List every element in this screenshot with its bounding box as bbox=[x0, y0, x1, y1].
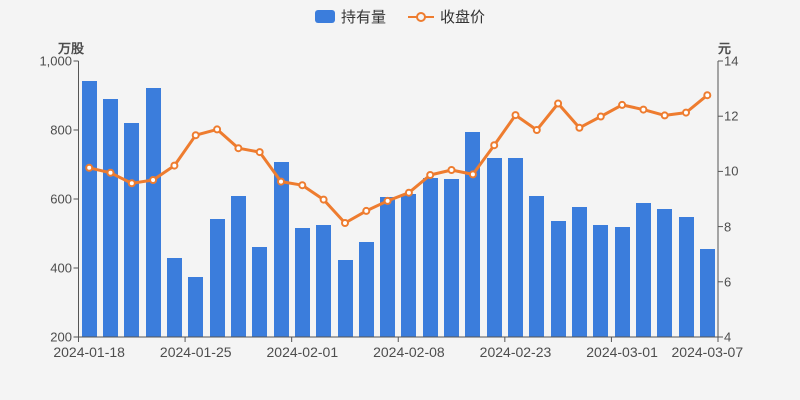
close-price-point[interactable] bbox=[85, 163, 94, 172]
close-price-point[interactable] bbox=[383, 196, 392, 205]
holdings-bar[interactable] bbox=[657, 209, 673, 337]
holdings-bar[interactable] bbox=[188, 277, 204, 337]
legend-item-close-price[interactable]: 收盘价 bbox=[408, 6, 485, 27]
close-price-point[interactable] bbox=[618, 100, 627, 109]
holdings-bar[interactable] bbox=[614, 226, 630, 337]
right-axis-tick-label: 4 bbox=[724, 329, 732, 345]
close-price-point[interactable] bbox=[660, 111, 669, 120]
holdings-bar[interactable] bbox=[124, 123, 140, 337]
x-axis-tick-label: 2024-01-18 bbox=[53, 344, 125, 360]
holdings-bar[interactable] bbox=[401, 193, 417, 337]
holdings-bar[interactable] bbox=[81, 81, 97, 337]
holdings-bar[interactable] bbox=[678, 216, 694, 337]
right-axis-tick-label: 6 bbox=[724, 274, 732, 290]
bar-series-swatch-icon bbox=[314, 10, 335, 23]
holdings-bar[interactable] bbox=[316, 224, 332, 337]
holdings-bar[interactable] bbox=[529, 196, 545, 337]
legend: 持有量 收盘价 bbox=[0, 6, 800, 27]
left-axis-unit: 万股 bbox=[58, 41, 85, 56]
close-price-line bbox=[88, 94, 709, 225]
holdings-bar[interactable] bbox=[635, 202, 651, 337]
close-price-point[interactable] bbox=[106, 168, 115, 177]
holdings-bar[interactable] bbox=[337, 260, 353, 337]
holdings-bar[interactable] bbox=[103, 98, 118, 337]
close-price-point[interactable] bbox=[362, 206, 371, 215]
holdings-bar[interactable] bbox=[486, 157, 502, 337]
holdings-bar[interactable] bbox=[380, 197, 396, 337]
left-axis-tick-label: 800 bbox=[50, 122, 72, 138]
holdings-bar[interactable] bbox=[550, 221, 566, 337]
right-axis-unit: 元 bbox=[718, 41, 732, 56]
left-axis-tick-label: 200 bbox=[50, 329, 72, 345]
holdings-bar[interactable] bbox=[145, 87, 161, 337]
right-axis-tick-label: 8 bbox=[724, 219, 732, 235]
x-axis-tick-label: 2024-02-08 bbox=[373, 344, 445, 360]
close-price-point[interactable] bbox=[277, 177, 285, 186]
close-price-point[interactable] bbox=[532, 126, 541, 134]
right-axis-tick-label: 14 bbox=[724, 53, 739, 69]
close-price-point[interactable] bbox=[511, 111, 520, 120]
close-price-point[interactable] bbox=[682, 108, 690, 117]
close-price-point[interactable] bbox=[426, 171, 435, 179]
close-price-point[interactable] bbox=[341, 219, 349, 227]
x-axis-tick-label: 2024-03-01 bbox=[586, 344, 658, 360]
close-price-point[interactable] bbox=[170, 161, 179, 170]
holdings-bar[interactable] bbox=[209, 219, 225, 337]
x-axis-tick-label: 2024-02-23 bbox=[479, 344, 552, 360]
close-price-point[interactable] bbox=[319, 195, 328, 204]
x-axis-tick-label: 2024-02-01 bbox=[266, 344, 339, 360]
holdings-bar[interactable] bbox=[252, 246, 268, 337]
close-price-point[interactable] bbox=[213, 125, 222, 134]
close-price-point[interactable] bbox=[575, 123, 584, 132]
legend-label-close-price: 收盘价 bbox=[440, 9, 486, 26]
holdings-bar[interactable] bbox=[444, 179, 459, 337]
legend-item-holdings[interactable]: 持有量 bbox=[314, 6, 386, 27]
right-axis-tick-label: 10 bbox=[724, 163, 739, 179]
close-price-point[interactable] bbox=[404, 188, 413, 197]
holdings-bar[interactable] bbox=[166, 258, 182, 337]
holdings-bar[interactable] bbox=[422, 178, 438, 337]
close-price-point[interactable] bbox=[468, 170, 477, 179]
left-axis-tick-label: 400 bbox=[50, 260, 72, 276]
holdings-bar[interactable] bbox=[230, 196, 246, 337]
close-price-point[interactable] bbox=[298, 181, 307, 190]
close-price-point[interactable] bbox=[703, 91, 712, 100]
holdings-bar[interactable] bbox=[593, 224, 609, 337]
close-price-point[interactable] bbox=[554, 99, 563, 108]
line-series-swatch-icon bbox=[408, 10, 434, 23]
holdings-bar[interactable] bbox=[571, 206, 587, 337]
close-price-point[interactable] bbox=[127, 179, 136, 188]
close-price-point[interactable] bbox=[234, 144, 243, 153]
close-price-point[interactable] bbox=[447, 166, 456, 174]
holdings-bar[interactable] bbox=[465, 131, 481, 337]
x-axis-tick-label: 2024-01-25 bbox=[159, 344, 232, 360]
left-axis-tick-label: 600 bbox=[50, 191, 72, 207]
right-axis-tick-label: 12 bbox=[724, 108, 739, 124]
left-axis-tick-label: 1,000 bbox=[39, 53, 72, 69]
close-price-point[interactable] bbox=[596, 112, 605, 121]
holdings-bar[interactable] bbox=[699, 249, 715, 337]
holdings-bar[interactable] bbox=[358, 241, 374, 337]
legend-label-holdings: 持有量 bbox=[340, 9, 386, 26]
close-price-point[interactable] bbox=[191, 131, 200, 140]
holdings-bar[interactable] bbox=[508, 158, 523, 337]
close-price-point[interactable] bbox=[149, 176, 158, 184]
close-price-point[interactable] bbox=[639, 105, 648, 114]
x-axis-tick-label: 2024-03-07 bbox=[671, 344, 744, 360]
holdings-bar[interactable] bbox=[294, 228, 310, 337]
close-price-point[interactable] bbox=[490, 141, 499, 150]
holdings-bar[interactable] bbox=[273, 162, 289, 337]
close-price-point[interactable] bbox=[255, 148, 264, 157]
